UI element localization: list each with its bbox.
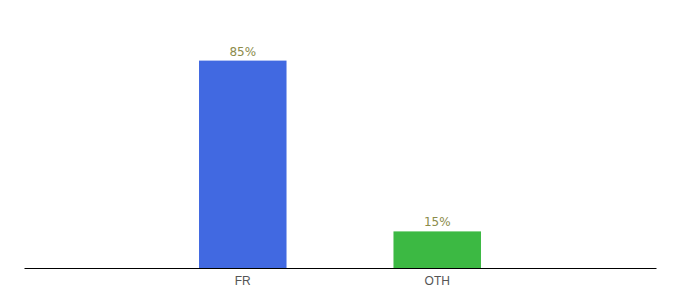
bars [199, 61, 481, 268]
x-tick: FR [235, 268, 251, 288]
bar [199, 61, 287, 268]
x-tick-label: FR [235, 274, 251, 288]
x-tick-label: OTH [425, 274, 450, 288]
x-axis: FR OTH [25, 268, 657, 288]
x-axis-line [25, 268, 657, 269]
data-label: 85% [229, 45, 256, 59]
x-tick: OTH [425, 268, 450, 288]
data-labels: 85% 15% [229, 45, 450, 230]
bar [393, 231, 481, 268]
plot: FR OTH 85% 15% [25, 45, 657, 288]
chart: FR OTH 85% 15% [0, 0, 680, 300]
data-label: 15% [424, 215, 451, 229]
